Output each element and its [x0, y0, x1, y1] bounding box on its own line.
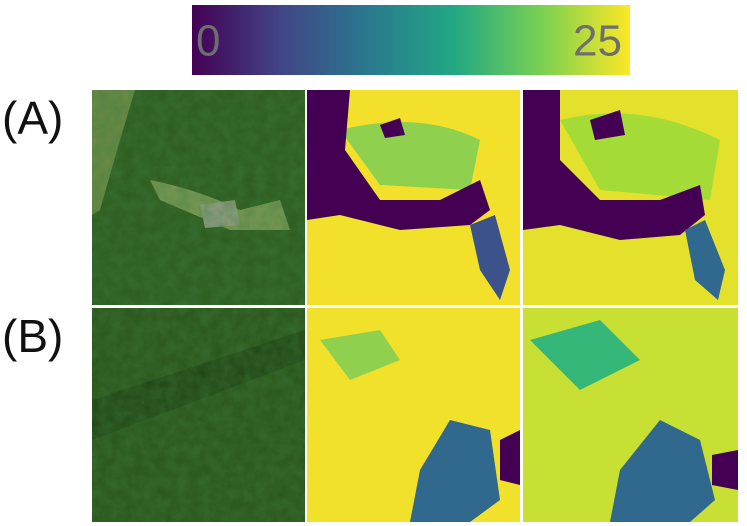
satellite-image: [92, 308, 305, 522]
prediction-map: [523, 90, 738, 305]
prediction-map: [307, 90, 520, 305]
satellite-image: [92, 90, 305, 305]
colorbar-min: 0: [196, 17, 220, 66]
prediction-map: [307, 308, 520, 522]
colorbar-max: 25: [573, 17, 622, 66]
row-label: (A): [2, 92, 63, 144]
prediction-map: [523, 308, 738, 522]
row-label: (B): [2, 310, 63, 362]
colorbar: [192, 5, 630, 75]
